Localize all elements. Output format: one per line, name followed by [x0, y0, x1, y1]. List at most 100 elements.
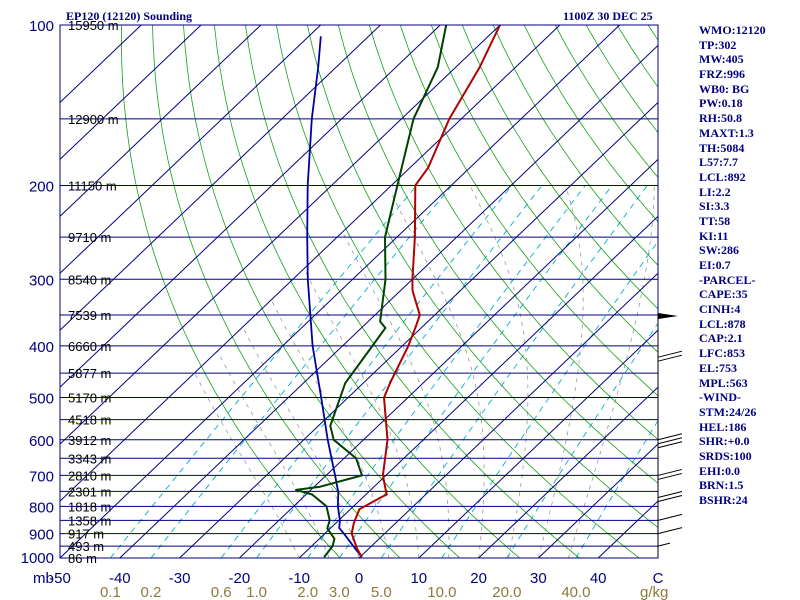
height-label: 12900 m [68, 112, 119, 127]
pressure-tick-label: 100 [29, 18, 54, 35]
wind-barb [658, 312, 678, 319]
barb-pennant [658, 312, 678, 319]
temperature-trace-line [350, 25, 501, 558]
temperature-unit-label: C [653, 570, 664, 587]
pressure-tick-label: 900 [29, 527, 54, 544]
index-item: TP:302 [699, 37, 737, 52]
mixing-ratio-tick-label: 2.0 [297, 584, 318, 600]
mixing-ratio-line [307, 185, 586, 558]
pressure-tick-label: 300 [29, 272, 54, 289]
index-item: CINH:4 [699, 302, 741, 317]
index-item: EHI:0.0 [699, 463, 741, 478]
isotherm-line [60, 25, 620, 558]
isotherm-line [478, 386, 658, 558]
height-label: 3912 m [68, 433, 111, 448]
mixing-ratio-tick-label: 0.2 [141, 584, 162, 600]
plot-frame [59, 24, 659, 559]
height-label: 4518 m [68, 413, 111, 428]
index-item: CAP:2.1 [699, 331, 743, 346]
temperature-tick-label: -40 [109, 570, 131, 587]
index-item: LCL:892 [699, 169, 746, 184]
mixing-ratio-tick-label: 20.0 [492, 584, 521, 600]
barb-full [657, 433, 683, 441]
index-item: KI:11 [699, 228, 729, 243]
isotherm-line [179, 101, 658, 558]
wind-barb [657, 527, 683, 535]
pressure-tick-label: 200 [29, 178, 54, 195]
mixing-ratio-tick-label: 3.0 [329, 584, 350, 600]
moist-adiabat [242, 327, 360, 558]
height-label: 5877 m [68, 366, 111, 381]
mixing-ratio-line [339, 185, 613, 558]
moist-adiabat [389, 191, 485, 558]
index-item: SW:286 [699, 243, 740, 258]
height-label: 1358 m [68, 513, 111, 528]
moist-adiabat [194, 373, 300, 558]
isotherm-line [60, 25, 262, 217]
index-item: SRDS:100 [699, 448, 752, 463]
indices-panel: WMO:12120 TP:302 MW:405 FRZ:996 WB0: BG PW:0.… [699, 23, 800, 508]
moist-adiabat [342, 232, 450, 558]
isotherm-line [60, 25, 441, 388]
isotherm-line [538, 443, 658, 558]
index-item: SHR:+0.0 [699, 434, 750, 449]
temperature-tick-label: 0 [355, 570, 363, 587]
barb-full [657, 472, 683, 480]
index-item: TT:58 [699, 213, 731, 228]
wind-barb [657, 433, 683, 449]
moist-adiabat [305, 271, 420, 558]
pressure-tick-label: 1000 [21, 550, 54, 567]
index-item: LCL:878 [699, 316, 746, 331]
dry-adiabat [183, 25, 461, 558]
mixing-ratio-tick-label: 0.6 [211, 584, 232, 600]
parcel-trace-line [306, 36, 363, 558]
barb-full [657, 468, 683, 476]
isotherm-line [239, 158, 658, 558]
isotherm-line [119, 44, 658, 558]
wind-barb [657, 542, 671, 547]
index-item: MPL:563 [699, 375, 748, 390]
height-label: 493 m [68, 539, 104, 554]
dry-adiabat [337, 25, 658, 484]
isotherm-line [60, 25, 202, 161]
height-label: 86 m [68, 551, 97, 566]
index-item: LI:2.2 [699, 184, 731, 199]
index-item: EI:0.7 [699, 258, 731, 272]
height-label: 7539 m [68, 308, 111, 323]
moist-adiabat [217, 351, 330, 558]
index-item: -WIND- [699, 390, 741, 405]
isotherm-line [358, 272, 658, 558]
temperature-tick-label: 30 [530, 570, 547, 587]
height-label: 2810 m [68, 468, 111, 483]
index-item: CAPE:35 [699, 287, 748, 302]
temperature-tick-label: -10 [288, 570, 310, 587]
pressure-tick-label: 400 [29, 339, 54, 356]
index-item: TH:5084 [699, 140, 745, 155]
barb-full [657, 441, 683, 449]
mixing-ratio-tick-label: 0.1 [100, 584, 121, 600]
height-label: 5170 m [68, 391, 111, 406]
index-item: MAXT:1.3 [699, 125, 754, 140]
barb-full [657, 495, 683, 502]
height-label: 2301 m [68, 484, 111, 499]
index-item: HEL:186 [699, 419, 747, 434]
index-item: RH:50.8 [699, 111, 742, 126]
index-item: MW:405 [699, 52, 744, 67]
dry-adiabat [152, 25, 401, 558]
mixing-ratio-tick-label: 5.0 [371, 584, 392, 600]
height-label: 917 m [68, 527, 104, 542]
index-item: WMO:12120 [699, 23, 766, 37]
temperature-tick-label: -20 [229, 570, 251, 587]
index-item: PW:0.18 [699, 96, 743, 111]
barb-full [657, 350, 683, 358]
isotherm-line [298, 215, 658, 558]
moist-adiabat [538, 185, 584, 558]
temperature-tick-label: -50 [49, 570, 71, 587]
pressure-tick-label: 700 [29, 468, 54, 485]
index-item: BSHR:24 [699, 493, 748, 507]
temperature-tick-label: 40 [590, 570, 607, 587]
sounding-title: EP120 (12120) Sounding [66, 9, 193, 23]
moist-adiabat [271, 301, 390, 558]
height-label: 11150 m [68, 178, 117, 193]
valid-time: 1100Z 30 DEC 25 [563, 9, 653, 23]
